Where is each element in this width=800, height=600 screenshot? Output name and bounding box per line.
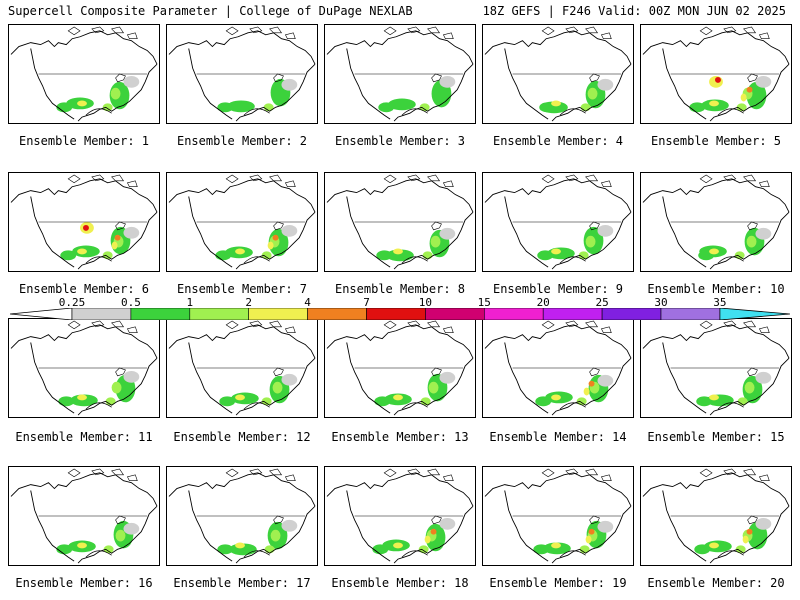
north-america-map [326, 320, 474, 416]
colorbar-segment [307, 308, 367, 320]
north-america-map [168, 174, 316, 270]
member-label: Ensemble Member: 20 [647, 576, 785, 590]
colorbar [10, 308, 790, 320]
ensemble-panel [324, 318, 476, 418]
ensemble-panel [324, 24, 476, 124]
colorbar-segment [71, 308, 132, 320]
member-label: Ensemble Member: 18 [331, 576, 469, 590]
north-america-map [642, 174, 790, 270]
north-america-map [326, 26, 474, 122]
ensemble-panel [482, 466, 634, 566]
ensemble-panel [166, 318, 318, 418]
colorbar-segment [425, 308, 485, 320]
north-america-map [326, 174, 474, 270]
north-america-map [168, 468, 316, 564]
colorbar-tick-label: 1 [186, 296, 194, 309]
member-label: Ensemble Member: 1 [18, 134, 150, 148]
colorbar-segment [660, 308, 721, 320]
member-label: Ensemble Member: 7 [176, 282, 308, 296]
colorbar-tick-label: 10 [418, 296, 433, 309]
colorbar-tick-label: 20 [536, 296, 550, 309]
colorbar-segment [483, 308, 544, 320]
north-america-map [168, 26, 316, 122]
member-label: Ensemble Member: 6 [18, 282, 150, 296]
north-america-map [10, 320, 158, 416]
ensemble-panel [640, 24, 792, 124]
colorbar-segment [601, 308, 662, 320]
ensemble-panel [482, 318, 634, 418]
colorbar-tick-label: 0.5 [120, 296, 141, 309]
member-label: Ensemble Member: 4 [492, 134, 624, 148]
north-america-map [642, 320, 790, 416]
ensemble-panel [8, 24, 160, 124]
colorbar-segment [366, 308, 426, 320]
member-label: Ensemble Member: 5 [650, 134, 782, 148]
member-label: Ensemble Member: 8 [334, 282, 466, 296]
ensemble-panel [640, 172, 792, 272]
member-label: Ensemble Member: 15 [647, 430, 785, 444]
ensemble-panel [640, 466, 792, 566]
colorbar-tick-label: 2 [245, 296, 252, 309]
ensemble-panel [166, 466, 318, 566]
north-america-map [642, 26, 790, 122]
colorbar-segment [542, 308, 603, 320]
colorbar-arrow-left [10, 308, 73, 320]
member-label: Ensemble Member: 11 [15, 430, 153, 444]
ensemble-panel [166, 172, 318, 272]
member-label: Ensemble Member: 10 [647, 282, 785, 296]
north-america-map [484, 174, 632, 270]
north-america-map [10, 468, 158, 564]
ensemble-panel [8, 172, 160, 272]
ensemble-panel [640, 318, 792, 418]
north-america-map [484, 468, 632, 564]
member-label: Ensemble Member: 14 [489, 430, 627, 444]
colorbar-tick-label: 30 [654, 296, 668, 309]
member-label: Ensemble Member: 12 [173, 430, 311, 444]
ensemble-panel [8, 318, 160, 418]
ensemble-panel [482, 172, 634, 272]
member-label: Ensemble Member: 3 [334, 134, 466, 148]
colorbar-tick-label: 35 [713, 296, 727, 309]
north-america-map [326, 468, 474, 564]
chart-title: Supercell Composite Parameter | College … [8, 4, 413, 18]
ensemble-panel [166, 24, 318, 124]
colorbar-tick-label: 4 [304, 296, 311, 309]
member-label: Ensemble Member: 9 [492, 282, 624, 296]
valid-time: 18Z GEFS | F246 Valid: 00Z MON JUN 02 20… [482, 4, 786, 18]
member-label: Ensemble Member: 13 [331, 430, 469, 444]
north-america-map [168, 320, 316, 416]
colorbar-tick-label: 7 [363, 296, 370, 309]
colorbar-tick-label: 0.25 [58, 296, 86, 309]
colorbar-segment [248, 308, 308, 320]
member-label: Ensemble Member: 17 [173, 576, 311, 590]
ensemble-panel [324, 466, 476, 566]
colorbar-tick-label: 15 [477, 296, 491, 309]
colorbar-segment [189, 308, 250, 320]
ensemble-panel [324, 172, 476, 272]
north-america-map [10, 174, 158, 270]
member-label: Ensemble Member: 16 [15, 576, 153, 590]
colorbar-segment [130, 308, 191, 320]
north-america-map [484, 26, 632, 122]
member-label: Ensemble Member: 2 [176, 134, 308, 148]
north-america-map [10, 26, 158, 122]
colorbar-tick-label: 25 [595, 296, 609, 309]
ensemble-panel [8, 466, 160, 566]
north-america-map [484, 320, 632, 416]
ensemble-panel [482, 24, 634, 124]
north-america-map [642, 468, 790, 564]
member-label: Ensemble Member: 19 [489, 576, 627, 590]
colorbar-arrow-right [719, 308, 790, 320]
